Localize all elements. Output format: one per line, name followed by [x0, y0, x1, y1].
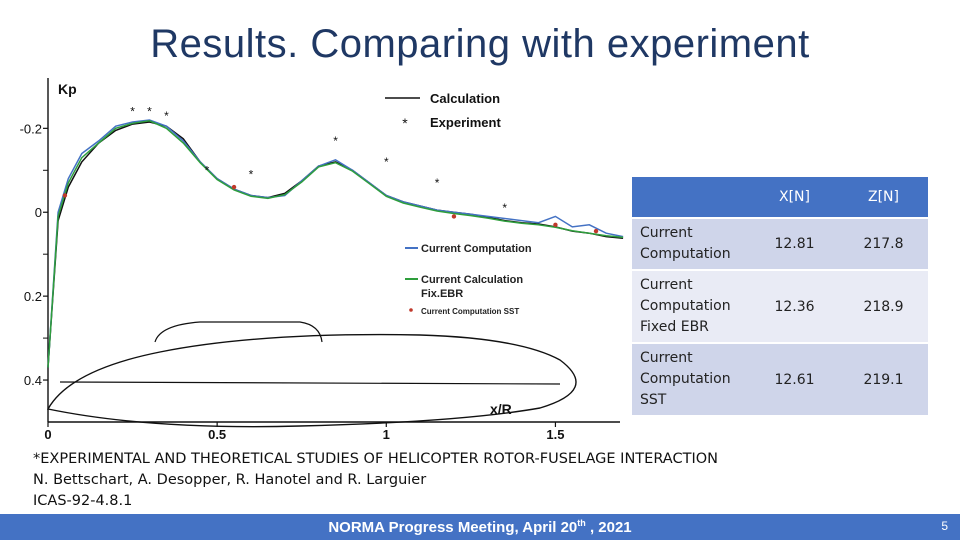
table-header-x: X[N]: [750, 177, 839, 219]
legend-top: Calculation * Experiment: [385, 91, 501, 131]
footer-text: NORMA Progress Meeting, April 20th , 202…: [0, 518, 960, 536]
z-value: 219.1: [839, 343, 928, 417]
legend-label: Current Calculation: [421, 274, 523, 286]
experiment-point: *: [333, 134, 338, 148]
footer-sup: th: [577, 518, 586, 528]
sst-point: [451, 214, 457, 219]
footer-tail: , 2021: [585, 519, 632, 536]
experiment-point: *: [205, 163, 210, 177]
legend-label: Experiment: [430, 115, 501, 130]
x-value: 12.36: [750, 270, 839, 344]
series-line: [47, 121, 624, 368]
legend-label: Current Computation: [421, 243, 532, 255]
row-label-line: SST: [640, 392, 667, 408]
sst-point: [62, 193, 68, 198]
table-row: Current Computation Fixed EBR 12.36 218.…: [632, 270, 928, 344]
footer-bar: NORMA Progress Meeting, April 20th , 202…: [0, 514, 960, 540]
table-row: Current Computation SST 12.61 219.1: [632, 343, 928, 417]
experiment-point: *: [384, 155, 389, 169]
table-header-empty: [632, 177, 750, 219]
z-value: 218.9: [839, 270, 928, 344]
x-tick-label: 1: [383, 427, 390, 440]
fuselage-profile: [46, 321, 577, 428]
row-label: Current Computation Fixed EBR: [632, 270, 750, 344]
x-tick-label: 1.5: [546, 427, 564, 440]
table-header-row: X[N] Z[N]: [632, 177, 928, 219]
x-tick-label: 0.5: [208, 427, 226, 440]
reference-title: *EXPERIMENTAL AND THEORETICAL STUDIES OF…: [33, 451, 718, 467]
row-label-line: Current: [640, 277, 693, 293]
row-label: Current Computation SST: [632, 343, 750, 417]
reference-id: ICAS-92-4.8.1: [33, 493, 133, 509]
y-tick-label: 0.2: [24, 289, 42, 304]
legend-label: Calculation: [430, 91, 500, 106]
row-label-line: Computation: [640, 246, 731, 262]
reference-authors: N. Bettschart, A. Desopper, R. Hanotel a…: [33, 472, 427, 488]
page-number: 5: [941, 519, 948, 533]
y-tick-label: 0.4: [24, 373, 42, 388]
legend-bottom: Current Computation Current Calculation Fi…: [405, 243, 532, 316]
series-line: [47, 119, 624, 368]
y-tick-label: 0: [35, 205, 42, 220]
row-label-line: Current: [640, 225, 693, 241]
sst-point: [231, 184, 237, 190]
experiment-point: *: [147, 105, 152, 119]
x-value: 12.61: [750, 343, 839, 417]
sst-point: [553, 222, 558, 228]
footer-main: NORMA Progress Meeting, April 20: [328, 519, 578, 536]
table-header-z: Z[N]: [839, 177, 928, 219]
row-label-line: Computation: [640, 371, 731, 387]
legend-dot-swatch: [409, 308, 413, 312]
row-label: Current Computation: [632, 218, 750, 271]
y-tick-label: -0.2: [20, 121, 42, 136]
experiment-point: *: [249, 167, 254, 181]
table-row: Current Computation 12.81 217.8: [632, 218, 928, 271]
reference-citation: *EXPERIMENTAL AND THEORETICAL STUDIES OF…: [33, 449, 718, 512]
legend-asterisk-swatch: *: [402, 115, 408, 131]
x-value: 12.81: [750, 218, 839, 271]
legend-label-line2: Fix.EBR: [421, 288, 463, 300]
experiment-point: *: [164, 109, 169, 123]
z-value: 217.8: [839, 218, 928, 271]
series-layer: * * * * * * * * *: [47, 105, 624, 368]
series-line: [47, 120, 624, 368]
slide-title: Results. Comparing with experiment: [150, 22, 810, 66]
y-axis-label: Kp: [58, 81, 77, 97]
row-label-line: Computation: [640, 298, 731, 314]
experiment-point: *: [130, 105, 135, 119]
experiment-point: *: [502, 201, 507, 215]
row-label-line: Current: [640, 350, 693, 366]
row-label-line: Fixed EBR: [640, 319, 709, 335]
legend-label: Current Computation SST: [421, 307, 519, 316]
sst-point: [593, 228, 599, 234]
experiment-point: *: [435, 176, 440, 190]
x-tick-label: 0: [44, 427, 51, 440]
results-table: X[N] Z[N] Current Computation 12.81 217.…: [632, 177, 928, 417]
